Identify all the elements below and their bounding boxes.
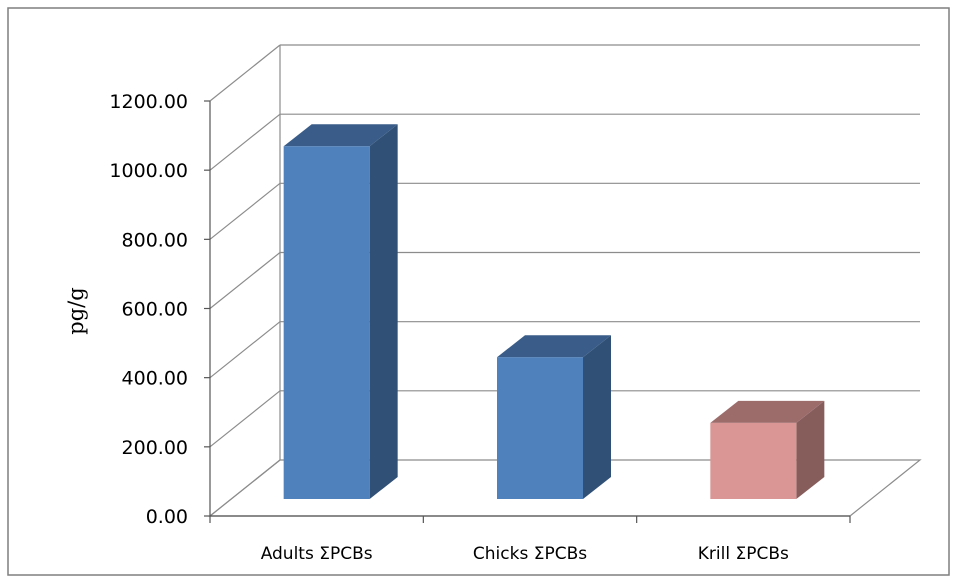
bar-top (497, 335, 611, 358)
side-gridline (209, 113, 281, 171)
side-gridline (209, 182, 281, 240)
y-tick-label: 1200.00 (109, 91, 188, 113)
bar-side (369, 124, 398, 499)
y-tick-label: 400.00 (122, 368, 188, 390)
bar-top (283, 124, 398, 147)
bar (283, 124, 398, 499)
bar-front (283, 146, 370, 499)
bar-side (583, 335, 611, 499)
y-tick-label: 1000.00 (109, 160, 188, 182)
bar-front (710, 422, 797, 499)
y-tick-label: 800.00 (122, 229, 188, 251)
side-gridline (209, 321, 281, 379)
side-gridline (209, 44, 281, 102)
y-tick-label: 200.00 (122, 437, 188, 459)
y-tick-labels: 0.00 200.00 400.00 600.00 800.00 1000.00 1200.… (109, 91, 188, 528)
category-label: Krill ΣPCBs (698, 544, 789, 564)
bar-front (497, 357, 583, 499)
side-gridline (209, 459, 281, 517)
side-gridline (209, 252, 281, 309)
y-axis-label: pg/g (64, 287, 88, 334)
bar (497, 335, 611, 499)
y-tick-label: 600.00 (122, 299, 188, 321)
bar-top (710, 400, 825, 423)
bar-side (796, 400, 825, 499)
bars (283, 124, 825, 499)
y-tick-label: 0.00 (146, 506, 188, 528)
axes (204, 100, 851, 523)
bar (710, 400, 825, 499)
category-label: Chicks ΣPCBs (473, 544, 587, 564)
category-label: Adults ΣPCBs (261, 544, 373, 564)
side-gridline (209, 390, 281, 448)
category-labels: Adults ΣPCBs Chicks ΣPCBs Krill ΣPCBs (261, 544, 789, 564)
